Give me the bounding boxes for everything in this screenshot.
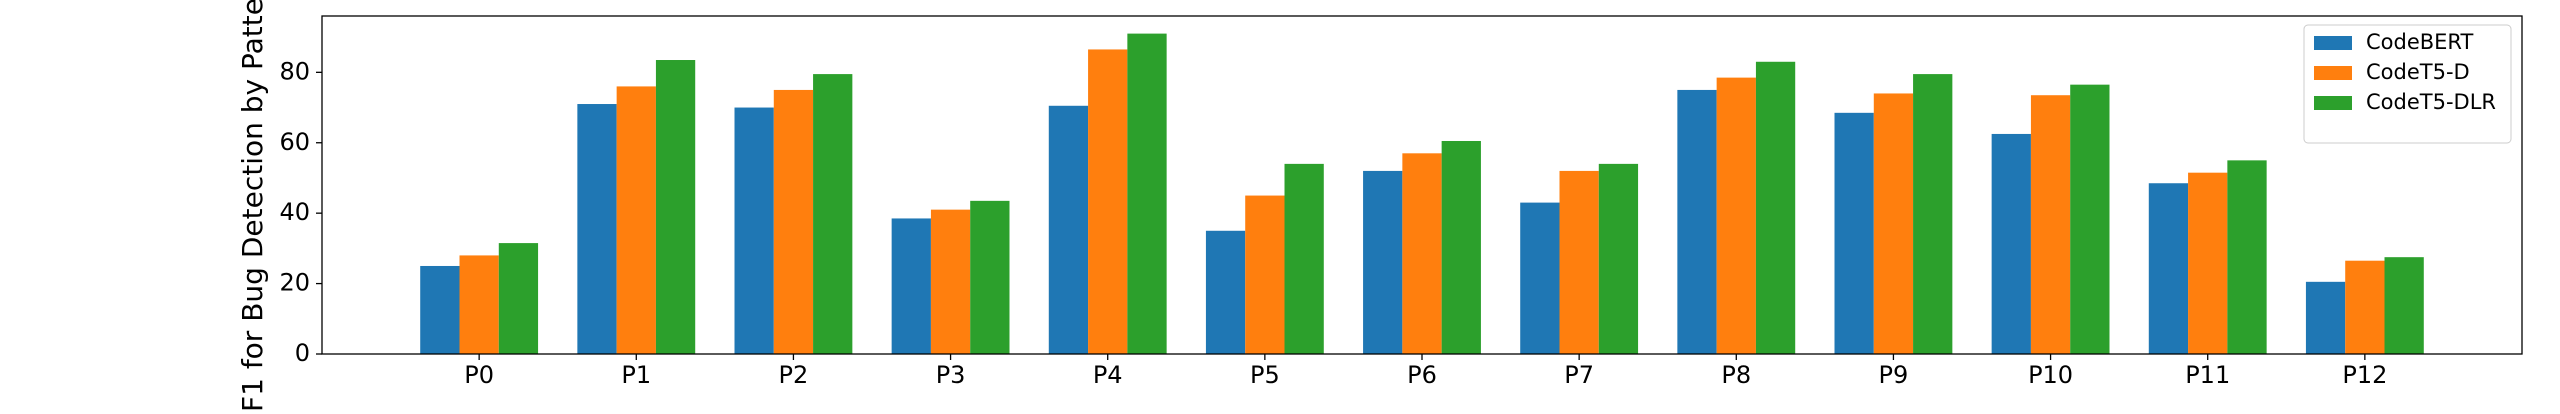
x-tick-label: P3 [936,361,966,389]
bar [773,89,814,354]
bar [577,104,617,354]
x-tick-label: P1 [621,361,651,389]
y-tick-label: 0 [295,339,310,367]
legend-swatch [2314,36,2352,50]
plot-frame [321,15,2523,355]
bar [2345,260,2385,354]
legend-label: CodeT5-D [2366,60,2470,84]
bar [1559,170,1599,354]
x-tick-label: P11 [2185,361,2230,389]
legend-box [2303,24,2512,144]
bar [734,107,774,355]
bar [1834,112,1874,355]
bar [1245,195,1285,354]
legend-swatch [2314,66,2352,80]
legend-label: CodeT5-DLR [2366,90,2496,114]
x-tick-label: P9 [1879,361,1909,389]
bar [1402,153,1442,354]
legend-swatch [2314,96,2352,110]
bar [2030,95,2071,354]
bar [1441,140,1481,354]
bar [1205,230,1246,354]
legend-label: CodeBERT [2366,30,2474,54]
bar [1520,202,1560,354]
x-tick-label: P4 [1093,361,1123,389]
bar [813,74,853,354]
bar [2227,160,2267,354]
x-tick-label: P0 [464,361,494,389]
bar [1991,133,2031,354]
bar [1755,61,1796,354]
bar [1913,74,1953,354]
x-tick-label: P5 [1250,361,1280,389]
bar [2384,257,2424,354]
bar [1716,77,1756,354]
x-tick-label: P10 [2028,361,2073,389]
x-tick-label: P6 [1407,361,1437,389]
bar [2305,281,2346,354]
y-tick-label: 80 [279,57,310,85]
bar [498,243,539,354]
bar [655,60,696,355]
bar [2188,172,2228,354]
bar [1284,163,1324,354]
bar [1048,105,1089,354]
bar [1598,163,1639,354]
bar [1127,33,1167,355]
x-tick-label: P8 [1721,361,1751,389]
y-tick-label: 20 [279,269,310,297]
y-tick-label: 60 [279,128,310,156]
y-tick-label: 40 [279,198,310,226]
bar [891,218,931,354]
bar [2070,84,2110,354]
bar [1088,49,1128,355]
bar [2148,183,2189,354]
bar [420,265,460,354]
bar [459,255,499,354]
bar [1677,89,1717,354]
bar [616,86,656,355]
y-axis-label: F1 for Bug Detection by Patte [236,0,269,412]
x-tick-label: P2 [779,361,809,389]
x-tick-label: P7 [1564,361,1594,389]
x-tick-label: P12 [2342,361,2387,389]
bar [1873,93,1914,354]
bar [1363,170,1403,354]
bar [970,200,1010,354]
bar [930,209,971,354]
